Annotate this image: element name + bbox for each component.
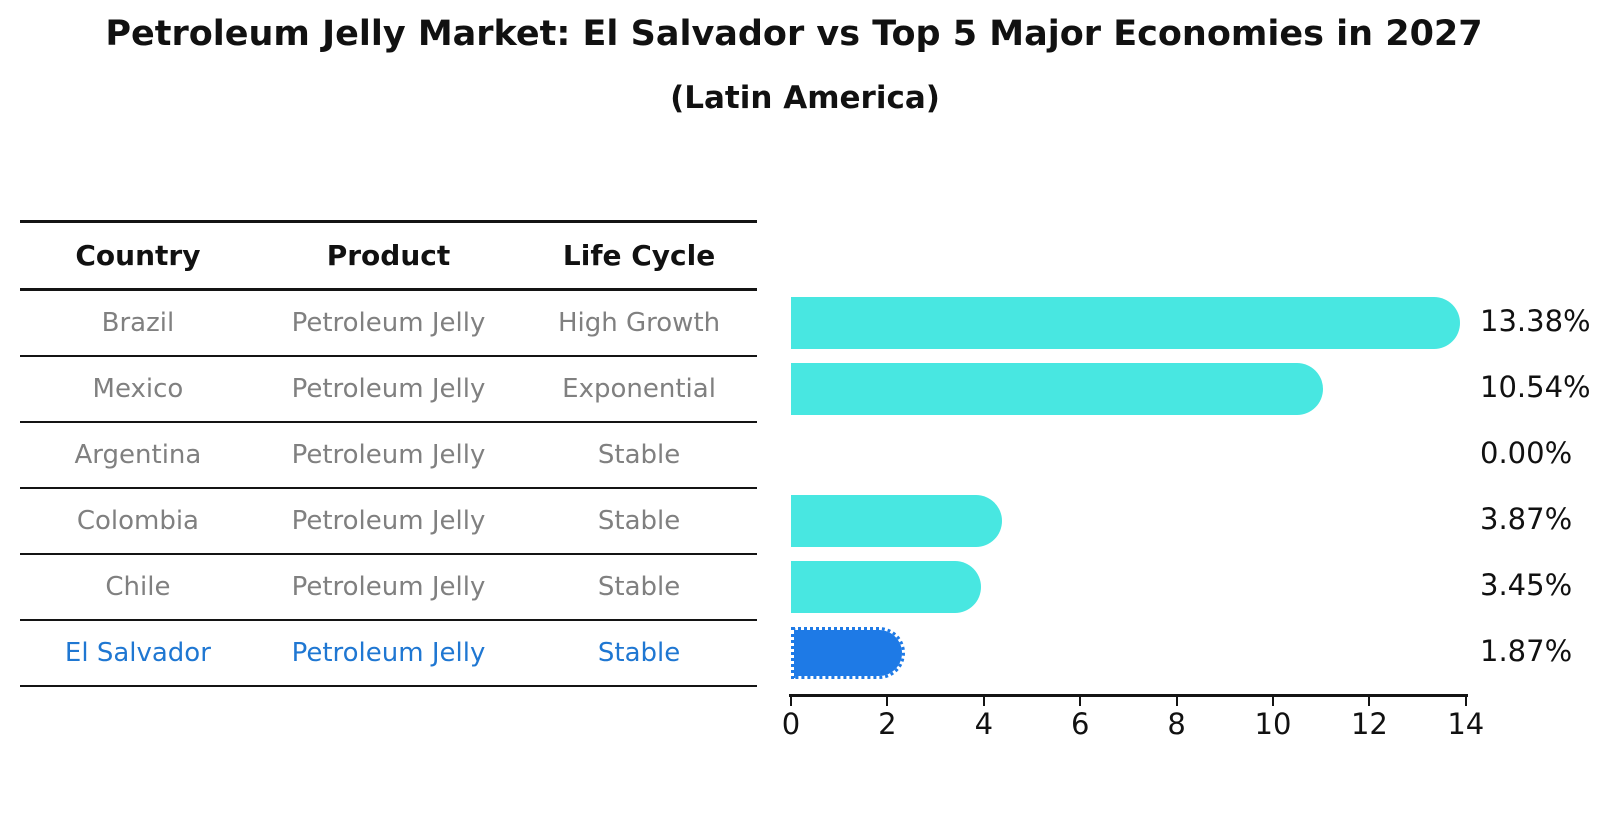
cell-country: Colombia <box>76 506 199 536</box>
value-label: 13.38% <box>1480 304 1591 338</box>
bar-brazil <box>791 297 1460 349</box>
chart-title: Petroleum Jelly Market: El Salvador vs T… <box>105 14 1483 54</box>
table-row: Argentina Petroleum Jelly Stable <box>20 423 757 489</box>
chart-subtitle: (Latin America) <box>670 80 940 116</box>
value-label: 0.00% <box>1480 436 1573 470</box>
table-row: Colombia Petroleum Jelly Stable <box>20 489 757 555</box>
cell-life_cycle: Stable <box>597 572 681 602</box>
x-axis-tick-mark <box>790 694 792 706</box>
column-header-country: Country <box>75 239 201 272</box>
table-row: Mexico Petroleum Jelly Exponential <box>20 357 757 423</box>
x-axis-tick-mark <box>1464 694 1467 706</box>
table-body: Brazil Petroleum Jelly High Growth Mexico Pe… <box>20 291 757 687</box>
cell-life_cycle: Stable <box>597 440 681 470</box>
country-table: Country Product Life Cycle Brazil Petrole… <box>20 220 757 687</box>
column-header-lifecycle: Life Cycle <box>562 239 716 272</box>
cell-country: Brazil <box>101 308 175 338</box>
table-row: Brazil Petroleum Jelly High Growth <box>20 291 757 357</box>
cell-product: Petroleum Jelly <box>291 374 486 404</box>
x-axis-tick-label: 8 <box>1167 707 1186 741</box>
value-label: 3.45% <box>1480 568 1573 602</box>
x-axis-tick-label: 12 <box>1350 707 1388 741</box>
x-axis-tick-label: 0 <box>781 707 801 741</box>
value-label: 1.87% <box>1480 634 1573 668</box>
table-row: El Salvador Petroleum Jelly Stable <box>20 621 757 687</box>
x-axis-tick-label: 14 <box>1447 707 1485 741</box>
bar-mexico <box>791 363 1324 415</box>
x-axis-tick-label: 10 <box>1254 707 1292 741</box>
x-axis-tick-label: 6 <box>1070 707 1090 741</box>
cell-life_cycle: High Growth <box>557 308 721 338</box>
x-axis-tick-mark <box>1175 694 1178 706</box>
cell-life_cycle: Stable <box>597 506 681 536</box>
cell-country: Mexico <box>92 374 184 404</box>
cell-country: El Salvador <box>64 638 211 668</box>
cell-product: Petroleum Jelly <box>291 572 486 602</box>
x-axis-line <box>789 694 1468 697</box>
x-axis-tick-mark <box>1368 694 1371 706</box>
value-label: 10.54% <box>1480 370 1591 404</box>
x-axis-tick-label: 2 <box>878 707 897 741</box>
cell-product: Petroleum Jelly <box>291 440 486 470</box>
x-axis-tick-mark <box>1272 694 1274 706</box>
x-axis-tick-label: 4 <box>974 707 994 741</box>
cell-life_cycle: Stable <box>597 638 681 668</box>
cell-country: Argentina <box>74 440 202 470</box>
cell-product: Petroleum Jelly <box>291 638 486 668</box>
x-axis-tick-mark <box>1079 694 1082 706</box>
value-label: 3.87% <box>1480 502 1573 536</box>
column-header-product: Product <box>326 239 451 272</box>
table-header-row: Country Product Life Cycle <box>20 223 757 291</box>
x-axis-tick-mark <box>886 694 889 706</box>
cell-life_cycle: Exponential <box>562 374 716 404</box>
bar-highlight-el-salvador <box>791 627 906 679</box>
x-axis-tick-mark <box>982 694 985 706</box>
bar-chile <box>791 561 982 613</box>
cell-product: Petroleum Jelly <box>291 506 486 536</box>
cell-country: Chile <box>105 572 171 602</box>
cell-product: Petroleum Jelly <box>291 308 486 338</box>
table-row: Chile Petroleum Jelly Stable <box>20 555 757 621</box>
bar-colombia <box>791 495 1002 547</box>
